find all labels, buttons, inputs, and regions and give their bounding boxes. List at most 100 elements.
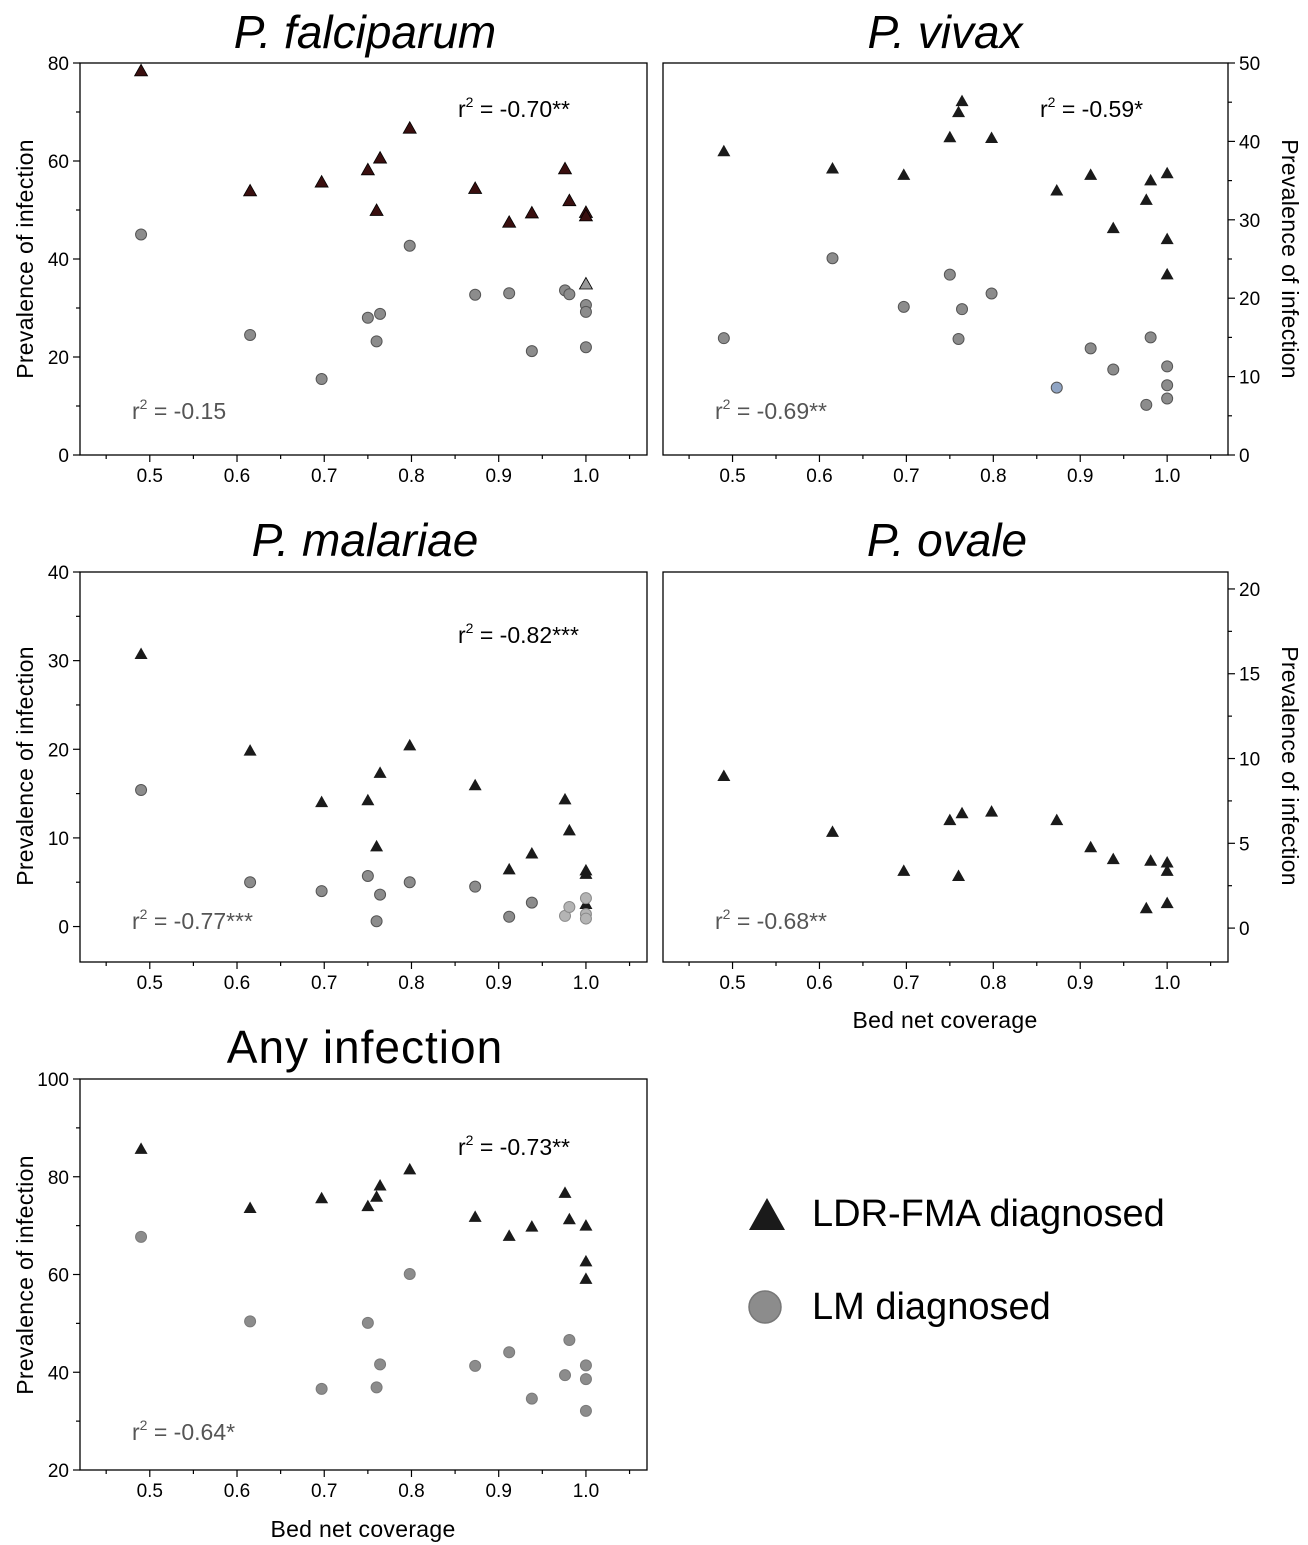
ldr-fma-point bbox=[1106, 852, 1120, 865]
y-tick-label: 5 bbox=[1239, 834, 1250, 855]
plot-area bbox=[662, 62, 1229, 456]
ldr-fma-point bbox=[468, 778, 482, 791]
ldr-r-squared: r2 = -0.59* bbox=[1040, 94, 1143, 122]
ldr-fma-point bbox=[468, 1210, 482, 1222]
lm-point bbox=[525, 345, 538, 358]
lm-point bbox=[135, 1230, 148, 1243]
ldr-fma-point bbox=[360, 162, 376, 176]
plot-area bbox=[79, 571, 648, 963]
panel-title: Any infection bbox=[227, 1021, 503, 1073]
ldr-fma-point bbox=[579, 1219, 593, 1231]
y-axis: 0 10 20 30 40 bbox=[48, 563, 80, 939]
lm-point bbox=[579, 1373, 592, 1386]
ldr-fma-point bbox=[501, 214, 517, 228]
lm-point bbox=[244, 876, 257, 889]
lm-point bbox=[956, 303, 969, 316]
y-tick-label: 10 bbox=[48, 829, 69, 850]
lm-point bbox=[559, 1369, 572, 1382]
plot-area bbox=[79, 1078, 648, 1471]
x-axis: 0.5 0.6 0.7 0.8 0.9 1.0 bbox=[105, 1470, 631, 1502]
panel-p-vivax: P. vivax 0.5 0.6 0.7 0.8 0.9 1.0 01020304050 … bbox=[662, 6, 1303, 487]
x-axis: 0.5 0.6 0.7 0.8 0.9 1.0 bbox=[688, 962, 1212, 994]
y-tick-label: 80 bbox=[48, 54, 69, 75]
data-points bbox=[134, 647, 593, 928]
ldr-fma-point bbox=[952, 105, 966, 118]
ldr-fma-point bbox=[1160, 855, 1174, 868]
ldr-fma-point bbox=[525, 1220, 539, 1232]
ldr-fma-point bbox=[361, 1199, 375, 1212]
lm-point bbox=[1050, 381, 1063, 394]
ldr-fma-point bbox=[467, 181, 483, 194]
ldr-fma-point bbox=[562, 1212, 576, 1225]
lm-point bbox=[826, 252, 839, 265]
lm-point bbox=[503, 1346, 516, 1359]
lm-point bbox=[403, 1268, 416, 1281]
x-tick-label: 0.7 bbox=[893, 973, 919, 994]
lm-point bbox=[503, 910, 516, 923]
y-tick-label: 10 bbox=[1239, 750, 1260, 771]
lm-point bbox=[1161, 392, 1174, 405]
x-tick-label: 0.6 bbox=[224, 466, 250, 487]
ldr-fma-point bbox=[315, 1191, 329, 1204]
ldr-fma-point bbox=[373, 766, 387, 778]
x-tick-label: 0.7 bbox=[311, 973, 337, 994]
lm-point bbox=[897, 300, 910, 313]
lm-point bbox=[579, 305, 592, 318]
ldr-fma-point bbox=[1160, 232, 1174, 245]
ldr-fma-point bbox=[1084, 840, 1098, 853]
lm-point bbox=[1161, 379, 1174, 392]
ldr-fma-point bbox=[952, 869, 966, 882]
lm-point bbox=[361, 1316, 374, 1329]
ldr-fma-point bbox=[897, 864, 911, 876]
lm-point bbox=[370, 1381, 383, 1394]
ldr-fma-point bbox=[579, 867, 593, 879]
ldr-fma-point bbox=[562, 823, 576, 836]
ldr-fma-point bbox=[133, 63, 149, 77]
ldr-fma-point bbox=[502, 862, 516, 875]
ldr-fma-point bbox=[562, 193, 577, 207]
ldr-fma-point bbox=[314, 174, 329, 188]
lm-point bbox=[579, 341, 592, 354]
data-points bbox=[133, 63, 594, 386]
y-tick-label: 80 bbox=[48, 1168, 69, 1189]
y-axis: 20 40 60 80 100 bbox=[37, 1070, 80, 1482]
lm-point bbox=[244, 328, 257, 341]
x-tick-label: 0.9 bbox=[1067, 973, 1093, 994]
x-axis: 0.5 0.6 0.7 0.8 0.9 1.0 bbox=[688, 455, 1212, 487]
panel-p-ovale: P. ovale 0.5 0.6 0.7 0.8 0.9 1.0 0 5 10 15 20 Pre… bbox=[662, 514, 1303, 1033]
ldr-fma-point bbox=[243, 744, 257, 756]
y-axis-label: Prevalence of infection bbox=[1277, 139, 1303, 379]
x-tick-label: 0.9 bbox=[485, 973, 511, 994]
ldr-fma-point bbox=[897, 168, 911, 180]
ldr-fma-point bbox=[402, 120, 417, 134]
y-axis-label: Prevalence of infection bbox=[12, 1155, 38, 1395]
lm-point bbox=[579, 892, 592, 905]
legend-circle-icon bbox=[748, 1290, 782, 1324]
lm-point bbox=[135, 228, 148, 241]
ldr-fma-point bbox=[1084, 168, 1098, 180]
ldr-fma-point bbox=[525, 846, 539, 859]
y-axis: 0 10 20 30 40 50 bbox=[1228, 54, 1260, 467]
lm-point bbox=[244, 1315, 257, 1328]
ldr-fma-point bbox=[134, 647, 148, 660]
x-tick-label: 1.0 bbox=[1154, 466, 1180, 487]
lm-point bbox=[563, 901, 576, 914]
ldr-fma-point bbox=[826, 825, 839, 837]
x-tick-label: 0.8 bbox=[398, 973, 424, 994]
y-tick-label: 40 bbox=[1239, 132, 1260, 153]
ldr-fma-point bbox=[242, 183, 258, 197]
ldr-fma-point bbox=[524, 205, 540, 219]
lm-point bbox=[135, 784, 148, 797]
y-tick-label: 20 bbox=[48, 348, 69, 369]
lm-point bbox=[563, 1333, 576, 1346]
lm-point bbox=[374, 888, 387, 901]
y-tick-label: 0 bbox=[1239, 446, 1250, 467]
ldr-fma-point bbox=[502, 1229, 516, 1241]
x-axis-label: Bed net coverage bbox=[270, 1516, 455, 1542]
ldr-r-squared: r2 = -0.70** bbox=[458, 94, 570, 122]
x-tick-label: 0.6 bbox=[224, 973, 250, 994]
lm-point bbox=[525, 896, 538, 909]
y-axis-label: Prevalence of infection bbox=[12, 646, 38, 886]
ldr-fma-point bbox=[717, 769, 731, 781]
lm-point bbox=[503, 287, 516, 300]
